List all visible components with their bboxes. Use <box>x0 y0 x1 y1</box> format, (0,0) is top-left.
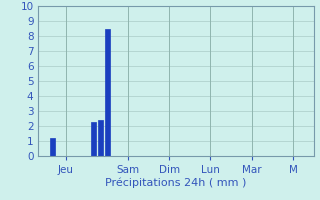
Bar <box>91 121 96 156</box>
Bar <box>105 28 110 156</box>
X-axis label: Précipitations 24h ( mm ): Précipitations 24h ( mm ) <box>105 178 247 188</box>
Bar <box>98 120 103 156</box>
Bar <box>50 138 55 156</box>
